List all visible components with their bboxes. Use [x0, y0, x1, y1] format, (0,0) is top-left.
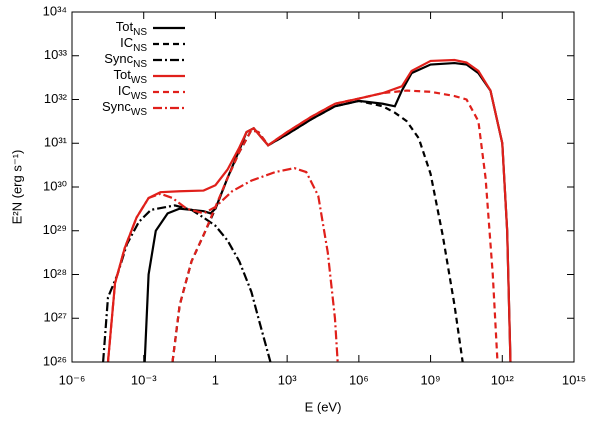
legend-label: TotWS — [114, 67, 148, 85]
x-tick-label: 10⁻³ — [131, 372, 157, 387]
series-line — [143, 61, 512, 362]
series-line — [102, 204, 272, 362]
legend-name: IC — [118, 83, 131, 98]
x-tick-label: 10¹² — [491, 372, 515, 387]
y-tick-label: 10²⁷ — [44, 310, 68, 325]
y-tick-label: 10²⁸ — [43, 266, 67, 281]
legend-label: TotNS — [116, 19, 148, 37]
series-line — [171, 99, 464, 362]
x-tick-label: 1 — [212, 372, 219, 387]
legend-label: ICWS — [118, 83, 147, 101]
series-line — [171, 89, 499, 362]
x-axis-label: E (eV) — [305, 399, 342, 414]
y-tick-label: 10³² — [44, 91, 68, 106]
legend-name: IC — [120, 35, 133, 50]
y-tick-label: 10³³ — [44, 47, 68, 62]
y-tick-label: 10²⁶ — [43, 353, 67, 368]
y-tick-label: 10³⁰ — [43, 178, 67, 193]
legend-label: SyncWS — [102, 99, 147, 117]
legend-sub: NS — [133, 43, 147, 54]
y-axis-label: E²N (erg s⁻¹) — [9, 150, 24, 225]
x-tick-label: 10³ — [278, 372, 297, 387]
legend-sub: NS — [133, 27, 147, 38]
y-tick-label: 10³⁴ — [43, 3, 67, 18]
legend-name: Sync — [104, 51, 133, 66]
legend-sub: NS — [133, 59, 147, 70]
legend-name: Tot — [114, 67, 132, 82]
y-tick-label: 10²⁹ — [43, 222, 67, 237]
legend-label: ICNS — [120, 35, 147, 53]
series-line — [106, 58, 512, 362]
x-tick-label: 10¹⁵ — [562, 372, 586, 387]
x-tick-label: 10⁻⁶ — [59, 372, 86, 387]
plot-frame — [71, 11, 575, 363]
legend-sub: WS — [131, 107, 147, 118]
series-line — [106, 166, 339, 362]
y-tick-label: 10³¹ — [44, 135, 68, 150]
legend-name: Sync — [102, 99, 131, 114]
x-tick-label: 10⁶ — [349, 372, 369, 387]
legend-name: Tot — [116, 19, 134, 34]
x-tick-label: 10⁹ — [421, 372, 441, 387]
legend-sub: WS — [131, 91, 147, 102]
legend-label: SyncNS — [104, 51, 147, 69]
legend-sub: WS — [131, 75, 147, 86]
